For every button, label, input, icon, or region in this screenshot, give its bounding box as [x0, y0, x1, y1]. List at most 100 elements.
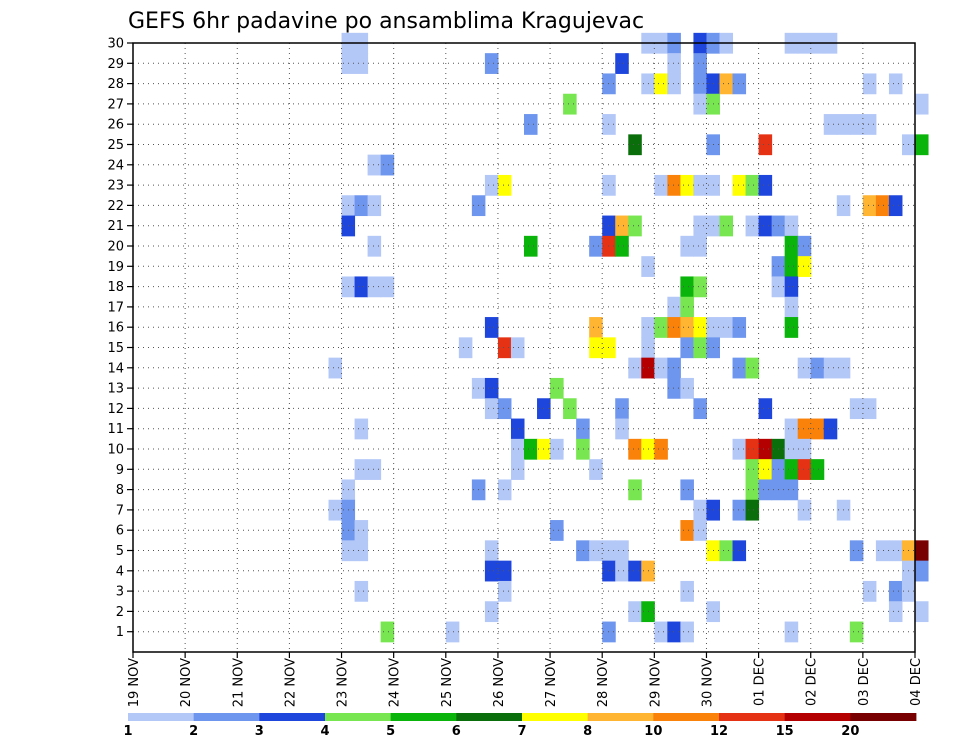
x-tick-label: 03 DEC: [857, 658, 872, 706]
heatmap-cell: [445, 621, 460, 643]
heatmap-cell: [784, 235, 799, 257]
heatmap-cell: [888, 195, 903, 217]
y-tick-label: 12: [107, 402, 124, 417]
heatmap-cell: [797, 235, 812, 257]
heatmap-cell: [758, 459, 773, 480]
heatmap-cell: [915, 93, 929, 115]
heatmap-cell: [784, 215, 799, 237]
heatmap-cell: [576, 540, 590, 562]
y-tick-label: 3: [116, 585, 124, 600]
heatmap-cell: [615, 398, 629, 420]
heatmap-cell: [693, 215, 707, 237]
heatmap-cell: [589, 235, 603, 257]
y-axis: 1234567891011121314151617181920212223242…: [107, 37, 133, 640]
heatmap-cell: [354, 520, 369, 541]
heatmap-cell: [667, 296, 681, 318]
y-tick-label: 10: [107, 443, 124, 458]
heatmap-cell: [693, 317, 707, 338]
heatmap-cell: [510, 459, 525, 480]
heatmap-cell: [862, 73, 877, 95]
legend-label: 3: [255, 724, 264, 739]
x-tick-label: 04 DEC: [909, 658, 924, 706]
legend-swatch: [850, 713, 917, 721]
legend-swatch: [587, 713, 654, 721]
heatmap-cell: [367, 154, 382, 176]
y-tick-label: 19: [107, 260, 124, 275]
heatmap-cell: [484, 398, 499, 420]
heatmap-cell: [784, 621, 799, 643]
heatmap-cell: [888, 580, 903, 602]
heatmap-cell: [667, 174, 681, 196]
heatmap-cell: [367, 459, 382, 480]
x-tick-label: 30 NOV: [700, 658, 715, 707]
heatmap-cell: [797, 418, 812, 440]
heatmap-cell: [797, 459, 812, 480]
heatmap-cell: [510, 337, 525, 359]
heatmap-cell: [576, 418, 590, 440]
heatmap-cell: [693, 174, 707, 196]
heatmap-cell: [354, 580, 369, 602]
heatmap-cell: [875, 540, 890, 562]
heatmap-cell: [354, 195, 369, 217]
legend-swatch: [128, 713, 195, 721]
x-tick-label: 21 NOV: [231, 658, 246, 707]
x-tick-label: 23 NOV: [336, 658, 351, 707]
heatmap-cell: [628, 134, 642, 156]
heatmap-cell: [693, 53, 707, 74]
heatmap-cell: [654, 317, 668, 338]
heatmap-cell: [758, 438, 773, 460]
heatmap-cell: [849, 621, 864, 643]
y-tick-label: 16: [107, 321, 124, 336]
y-tick-label: 8: [116, 483, 124, 498]
heatmap-cell: [784, 438, 799, 460]
heatmap-cell: [680, 580, 694, 602]
heatmap-cell: [875, 195, 890, 217]
legend-swatch: [456, 713, 523, 721]
heatmap-cell: [680, 235, 694, 257]
heatmap-cell: [680, 296, 694, 318]
heatmap-cell: [550, 438, 564, 460]
x-tick-label: 25 NOV: [440, 658, 455, 707]
y-tick-label: 24: [107, 158, 124, 173]
heatmap-cell: [888, 601, 903, 623]
heatmap-cell: [732, 438, 747, 460]
legend-label: 4: [320, 724, 329, 739]
heatmap-cell: [810, 459, 825, 480]
heatmap-cell: [915, 560, 929, 582]
heatmap-cell: [484, 53, 499, 74]
y-tick-label: 22: [107, 199, 124, 214]
heatmap-cell: [680, 317, 694, 338]
heatmap-cell: [719, 73, 734, 95]
legend-label: 12: [710, 724, 728, 739]
heatmap-cell: [784, 276, 799, 298]
grid-layer: [133, 43, 915, 652]
y-tick-label: 23: [107, 179, 124, 194]
heatmap-cell: [732, 73, 747, 95]
y-tick-label: 25: [107, 138, 124, 153]
y-tick-label: 11: [107, 422, 124, 437]
legend-label: 1: [123, 724, 132, 739]
legend-swatch: [193, 713, 260, 721]
heatmap-cell: [732, 357, 747, 379]
heatmap-cell: [615, 540, 629, 562]
legend-swatch: [784, 713, 851, 721]
chart-title: GEFS 6hr padavine po ansamblima Kragujev…: [128, 9, 644, 34]
heatmap-cell: [758, 134, 773, 156]
heatmap-cell: [497, 560, 512, 582]
heatmap-cell: [576, 438, 590, 460]
heatmap-cell: [693, 520, 707, 541]
heatmap-cell: [823, 114, 838, 135]
y-tick-label: 4: [116, 564, 124, 579]
heatmap-cell: [484, 317, 499, 338]
heatmap-cell: [784, 459, 799, 480]
heatmap-cell: [497, 580, 512, 602]
heatmap-cell: [484, 174, 499, 196]
heatmap-cell: [354, 459, 369, 480]
heatmap-cell: [654, 174, 668, 196]
legend-label: 15: [776, 724, 794, 739]
x-tick-label: 26 NOV: [492, 658, 507, 707]
heatmap-cell: [732, 540, 747, 562]
heatmap-cell: [654, 438, 668, 460]
color-legend: 1 2 3 4 5 6 7 8 10 12 15 20: [123, 713, 917, 739]
